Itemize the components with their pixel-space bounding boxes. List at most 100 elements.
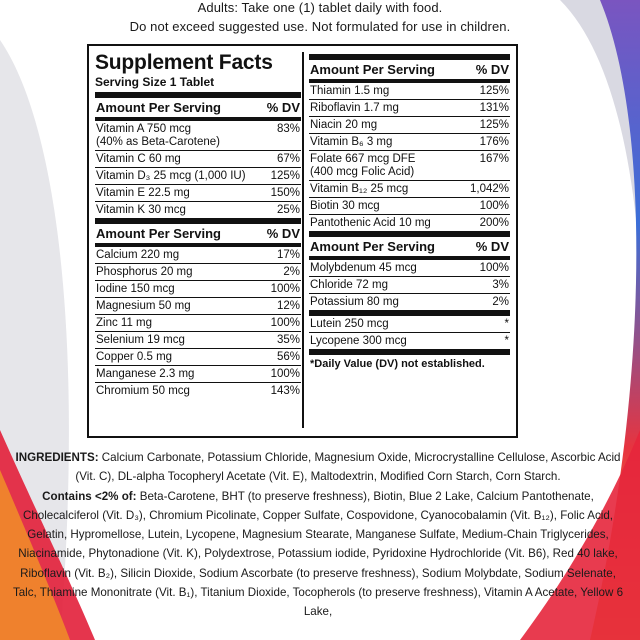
ingredients-text: Calcium Carbonate, Potassium Chloride, M… — [75, 451, 621, 484]
nutrient-name: Molybdenum 45 mcg — [310, 262, 417, 274]
dv-header-label: % DV — [475, 239, 509, 254]
nutrient-dv: 1,042% — [469, 183, 509, 195]
serving-size: Serving Size 1 Tablet — [95, 75, 215, 89]
nutrient-name: Niacin 20 mg — [310, 119, 378, 131]
nutrient-dv: 125% — [479, 85, 509, 97]
amount-header-label: Amount Per Serving — [96, 226, 221, 241]
contains-paragraph: Contains <2% of: Beta-Carotene, BHT (to … — [12, 487, 624, 622]
nutrient-group: Thiamin 1.5 mg 125% Riboflavin 1.7 mg 131%… — [309, 83, 510, 231]
divider-medium — [95, 243, 301, 247]
nutrient-group: Vitamin A 750 mcg (40% as Beta-Carotene)… — [95, 121, 301, 218]
nutrient-dv: 56% — [276, 351, 300, 363]
nutrient-row: Vitamin C 60 mg 67% — [95, 151, 301, 168]
nutrient-row: Lutein 250 mcg * — [309, 316, 510, 333]
nutrient-row: Iodine 150 mcg 100% — [95, 281, 301, 298]
nutrient-name: Pantothenic Acid 10 mg — [310, 217, 431, 229]
nutrient-dv: 143% — [270, 385, 300, 397]
contains-label: Contains <2% of: — [42, 489, 137, 503]
ingredients-label: INGREDIENTS: — [15, 451, 99, 464]
nutrient-row: Lycopene 300 mcg * — [309, 333, 510, 349]
nutrient-dv: 167% — [479, 153, 509, 165]
nutrient-row: Selenium 19 mcg 35% — [95, 332, 301, 349]
divider-thick — [95, 92, 301, 98]
facts-left-column: Supplement Facts Serving Size 1 Tablet A… — [95, 52, 301, 428]
nutrient-name: Chromium 50 mcg — [96, 385, 190, 397]
nutrient-name: Potassium 80 mg — [310, 296, 399, 308]
nutrient-group: Molybdenum 45 mcg 100% Chloride 72 mg 3% P… — [309, 260, 510, 310]
ingredients-paragraph: INGREDIENTS: Calcium Carbonate, Potassiu… — [12, 448, 624, 487]
nutrient-row: Vitamin E 22.5 mg 150% — [95, 185, 301, 202]
amount-header: Amount Per Serving % DV — [309, 60, 510, 79]
nutrient-name: Phosphorus 20 mg — [96, 266, 193, 278]
nutrient-dv: 2% — [283, 266, 300, 278]
facts-right-column: Amount Per Serving % DV Thiamin 1.5 mg 12… — [309, 52, 510, 428]
column-divider — [302, 52, 304, 428]
nutrient-name: Vitamin D₃ 25 mcg (1,000 IU) — [96, 170, 246, 182]
nutrient-dv: 100% — [270, 317, 300, 329]
amount-header: Amount Per Serving % DV — [95, 224, 301, 243]
nutrient-name: Magnesium 50 mg — [96, 300, 191, 312]
nutrient-name: Iodine 150 mcg — [96, 283, 175, 295]
nutrient-name: Copper 0.5 mg — [96, 351, 173, 363]
dv-footnote: *Daily Value (DV) not established. — [310, 358, 485, 370]
nutrient-dv: 12% — [276, 300, 300, 312]
nutrient-row: Niacin 20 mg 125% — [309, 117, 510, 134]
nutrient-row: Potassium 80 mg 2% — [309, 294, 510, 310]
nutrient-name: Chloride 72 mg — [310, 279, 388, 291]
nutrient-dv: 100% — [479, 200, 509, 212]
nutrient-row: Vitamin B₆ 3 mg 176% — [309, 134, 510, 151]
contains-text: Beta-Carotene, BHT (to preserve freshnes… — [12, 489, 624, 619]
nutrient-name: Vitamin B₁₂ 25 mcg — [310, 183, 409, 195]
nutrient-name: Biotin 30 mcg — [310, 200, 380, 212]
nutrient-name: Vitamin A 750 mcg (40% as Beta-Carotene) — [96, 123, 221, 148]
divider-thick — [95, 218, 301, 224]
nutrient-row: Magnesium 50 mg 12% — [95, 298, 301, 315]
nutrient-dv: 100% — [479, 262, 509, 274]
nutrient-dv: 25% — [276, 204, 300, 216]
nutrient-row: Chromium 50 mcg 143% — [95, 383, 301, 399]
nutrient-dv: 17% — [276, 249, 300, 261]
directions-text: Adults: Take one (1) tablet daily with f… — [197, 0, 443, 15]
nutrient-dv: * — [504, 318, 509, 330]
nutrient-dv: 131% — [479, 102, 509, 114]
nutrient-name: Riboflavin 1.7 mg — [310, 102, 399, 114]
warning-text: Do not exceed suggested use. Not formula… — [129, 19, 511, 34]
divider-thick — [309, 310, 510, 316]
nutrient-row: Zinc 11 mg 100% — [95, 315, 301, 332]
nutrient-row: Pantothenic Acid 10 mg 200% — [309, 215, 510, 231]
nutrient-name: Folate 667 mcg DFE (400 mcg Folic Acid) — [310, 153, 416, 178]
nutrient-name: Lycopene 300 mcg — [310, 335, 407, 347]
amount-header: Amount Per Serving % DV — [95, 98, 301, 117]
nutrient-dv: 100% — [270, 283, 300, 295]
amount-header-label: Amount Per Serving — [310, 239, 435, 254]
nutrient-name: Vitamin B₆ 3 mg — [310, 136, 393, 148]
nutrient-name: Thiamin 1.5 mg — [310, 85, 390, 97]
nutrient-group: Lutein 250 mcg * Lycopene 300 mcg * — [309, 316, 510, 349]
dv-header-label: % DV — [266, 100, 300, 115]
divider-medium — [309, 79, 510, 83]
nutrient-row: Vitamin B₁₂ 25 mcg 1,042% — [309, 181, 510, 198]
divider-thick — [309, 231, 510, 237]
amount-header: Amount Per Serving % DV — [309, 237, 510, 256]
nutrient-name: Selenium 19 mcg — [96, 334, 185, 346]
nutrient-group: Calcium 220 mg 17% Phosphorus 20 mg 2% Iod… — [95, 247, 301, 399]
nutrient-row: Riboflavin 1.7 mg 131% — [309, 100, 510, 117]
nutrient-name: Zinc 11 mg — [96, 317, 153, 329]
nutrient-dv: 35% — [276, 334, 300, 346]
nutrient-name: Vitamin E 22.5 mg — [96, 187, 190, 199]
nutrient-dv: 83% — [276, 123, 300, 135]
amount-header-label: Amount Per Serving — [96, 100, 221, 115]
nutrient-row: Thiamin 1.5 mg 125% — [309, 83, 510, 100]
nutrient-row: Vitamin K 30 mcg 25% — [95, 202, 301, 218]
nutrient-dv: * — [504, 335, 509, 347]
nutrient-row: Copper 0.5 mg 56% — [95, 349, 301, 366]
divider-thick — [309, 349, 510, 355]
nutrient-dv: 100% — [270, 368, 300, 380]
dv-header-label: % DV — [475, 62, 509, 77]
nutrient-row: Manganese 2.3 mg 100% — [95, 366, 301, 383]
nutrient-dv: 2% — [492, 296, 509, 308]
nutrient-dv: 125% — [479, 119, 509, 131]
supplement-facts-panel: Supplement Facts Serving Size 1 Tablet A… — [87, 44, 518, 438]
nutrient-row: Vitamin D₃ 25 mcg (1,000 IU) 125% — [95, 168, 301, 185]
ingredients-block: INGREDIENTS: Calcium Carbonate, Potassiu… — [12, 448, 624, 622]
